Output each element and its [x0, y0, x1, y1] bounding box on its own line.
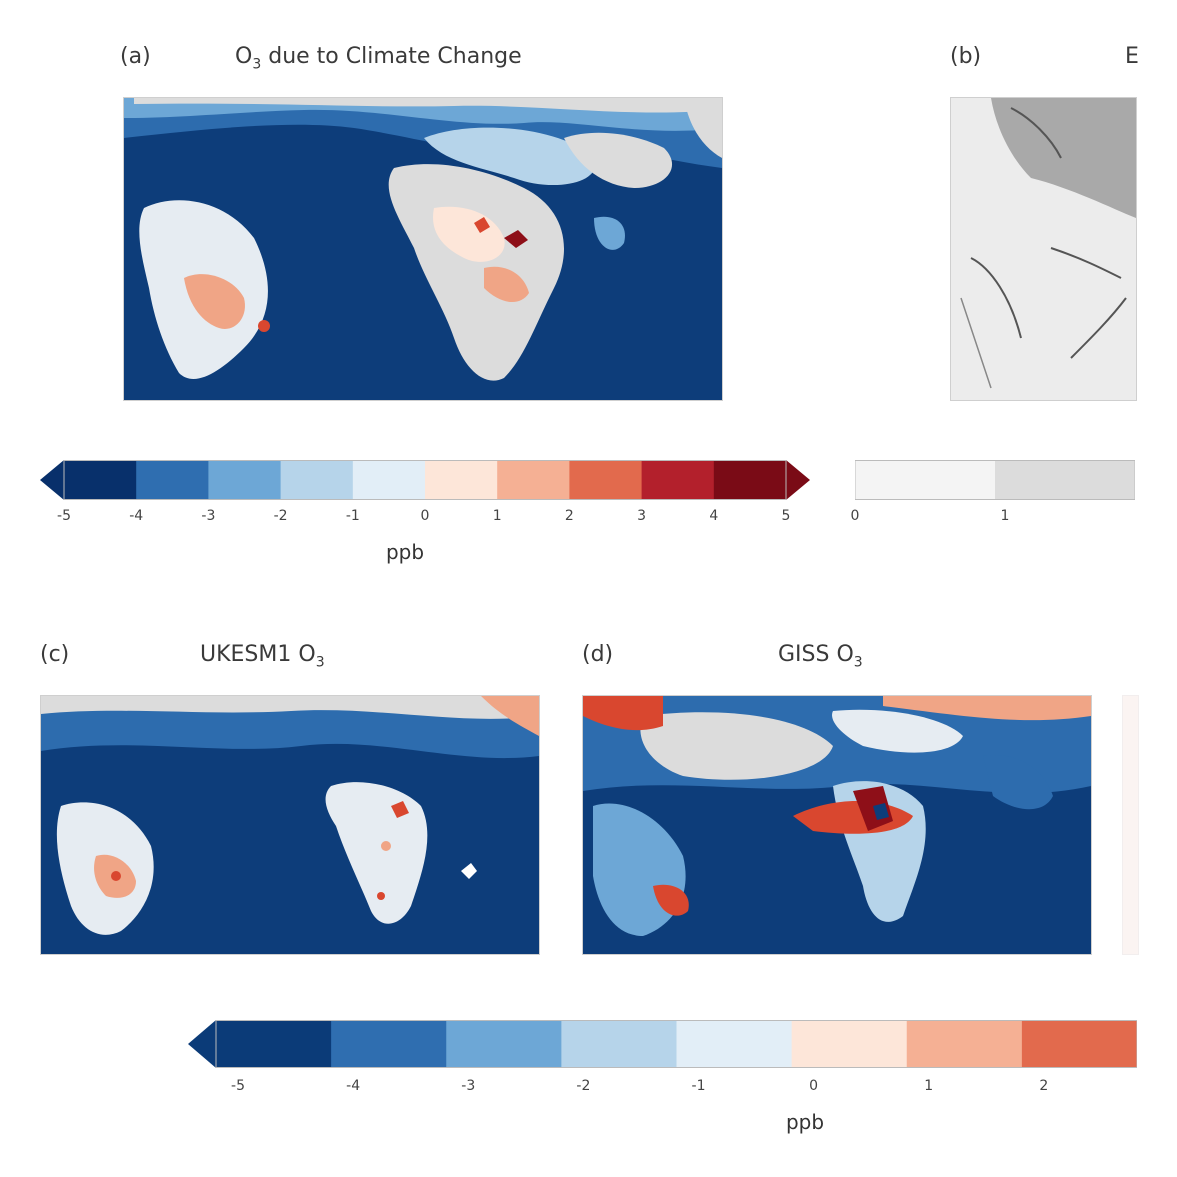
colorbar-top-svg [40, 460, 810, 500]
colorbar-segment [280, 460, 354, 500]
colorbar-top-right-svg [855, 460, 1135, 500]
colorbar-tick-label: -5 [231, 1078, 245, 1094]
colorbar-tick-label: 2 [564, 508, 574, 524]
panel-a-letter: (a) [120, 44, 151, 69]
colorbar-tick-label: 0 [420, 508, 430, 524]
map-panel-c [40, 695, 540, 955]
colorbar-segment [64, 460, 137, 500]
colorbar-segment [791, 1020, 908, 1068]
colorbar-segment [216, 1020, 332, 1068]
colorbar-tick-label: 0 [809, 1078, 819, 1094]
colorbar-tick-label: -3 [461, 1078, 476, 1094]
panel-b-label: (b) [950, 44, 982, 69]
colorbar-segment [641, 460, 715, 500]
colorbar-arrow-left [188, 1020, 216, 1068]
colorbar-border [63, 460, 787, 500]
colorbar-segment [855, 460, 996, 500]
map-b-svg [951, 98, 1136, 400]
colorbar-bottom [188, 1020, 1137, 1068]
panel-b-title: E [1125, 44, 1139, 69]
colorbar-bottom-svg [188, 1020, 1137, 1068]
colorbar-border [215, 1020, 1137, 1068]
colorbar-tick-label: 1 [1000, 508, 1010, 524]
map-c-svg [41, 696, 539, 954]
colorbar-segment [561, 1020, 677, 1068]
panel-a-label: (a) [120, 44, 151, 69]
colorbar-segment [906, 1020, 1023, 1068]
colorbar-tick-label: -2 [273, 508, 288, 524]
panel-c-label: (c) [40, 642, 70, 667]
colorbar-segment [331, 1020, 447, 1068]
colorbar-border [855, 460, 1135, 500]
colorbar-tick-label: -5 [57, 508, 71, 524]
colorbar-segment [446, 1020, 562, 1068]
colorbar-segment [208, 460, 282, 500]
colorbar-segment [497, 460, 570, 500]
colorbar-arrow-right [786, 460, 810, 500]
colorbar-segment [569, 460, 643, 500]
map-a-svg [124, 98, 722, 400]
map-panel-a [123, 97, 723, 401]
colorbar-tick-label: -4 [346, 1078, 361, 1094]
colorbar-tick-label: 0 [850, 508, 860, 524]
colorbar-tick-label: 1 [924, 1078, 934, 1094]
colorbar-tick-label: 5 [781, 508, 791, 524]
panel-c-title: UKESM1 O3 [200, 642, 325, 671]
colorbar-tick-label: -1 [691, 1078, 706, 1094]
colorbar-top-right [855, 460, 1135, 500]
colorbar-bottom-unit: ppb [785, 1110, 825, 1134]
colorbar-tick-label: -4 [129, 508, 144, 524]
colorbar-top [40, 460, 810, 500]
panel-a-title: O3 due to Climate Change [235, 44, 522, 73]
colorbar-tick-label: 3 [637, 508, 647, 524]
panel-d-title: GISS O3 [778, 642, 863, 671]
map-d-svg [583, 696, 1091, 954]
map-panel-d [582, 695, 1092, 955]
colorbar-tick-label: 2 [1039, 1078, 1049, 1094]
colorbar-segment [676, 1020, 793, 1068]
colorbar-segment [425, 460, 498, 500]
map-panel-b [950, 97, 1137, 401]
colorbar-segment [995, 460, 1135, 500]
map-panel-e-partial [1122, 695, 1139, 955]
colorbar-segment [136, 460, 209, 500]
colorbar-segment [352, 460, 426, 500]
colorbar-tick-label: -2 [576, 1078, 591, 1094]
colorbar-tick-label: -1 [345, 508, 360, 524]
colorbar-tick-label: 4 [709, 508, 719, 524]
colorbar-top-unit: ppb [385, 540, 425, 564]
colorbar-tick-label: -3 [201, 508, 216, 524]
colorbar-arrow-left [40, 460, 64, 500]
colorbar-segment [713, 460, 787, 500]
colorbar-tick-label: 1 [492, 508, 502, 524]
colorbar-segment [1021, 1020, 1137, 1068]
panel-d-label: (d) [582, 642, 614, 667]
